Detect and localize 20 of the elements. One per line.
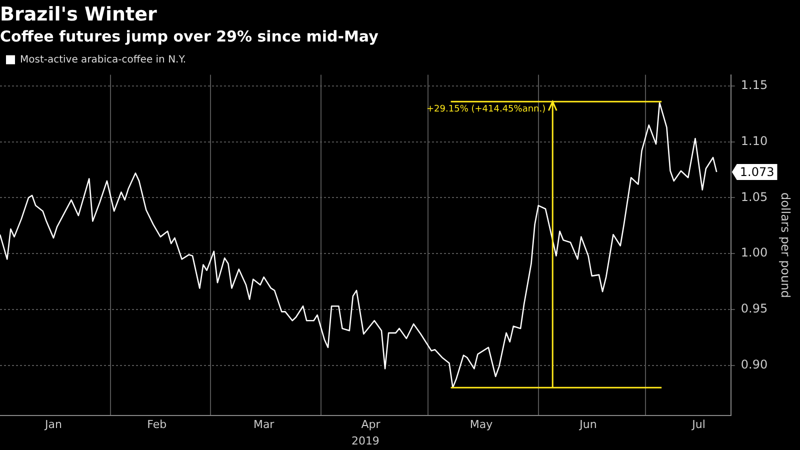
y-tick-label: 1.05 — [740, 190, 768, 204]
y-tick-label: 0.95 — [740, 302, 768, 316]
y-tick-label: 1.15 — [740, 78, 768, 92]
x-axis-title: 2019 — [351, 434, 380, 448]
x-tick-label: Mar — [253, 418, 275, 432]
x-tick-label: May — [470, 418, 494, 432]
x-tick-label: Feb — [147, 418, 167, 432]
data-label: 1.073 — [740, 165, 774, 180]
y-tick-label: 0.90 — [740, 357, 768, 372]
x-tick-label: Jan — [44, 418, 62, 432]
x-tick-label: Jun — [578, 418, 597, 432]
y-tick-label: 1.10 — [740, 134, 768, 148]
legend-label: Most-active arabica-coffee in N.Y. — [20, 54, 186, 66]
annotation: +29.15% (+414.45%ann.) — [426, 104, 546, 114]
chart-subtitle: Coffee futures jump over 29% since mid-May — [0, 28, 379, 46]
x-tick-label: Apr — [361, 418, 381, 432]
y-tick-label: 1.00 — [740, 246, 768, 260]
y-axis-title: dollars per pound — [778, 192, 793, 298]
x-tick-label: Jul — [691, 418, 706, 432]
chart-title: Brazil's Winter — [0, 3, 158, 26]
